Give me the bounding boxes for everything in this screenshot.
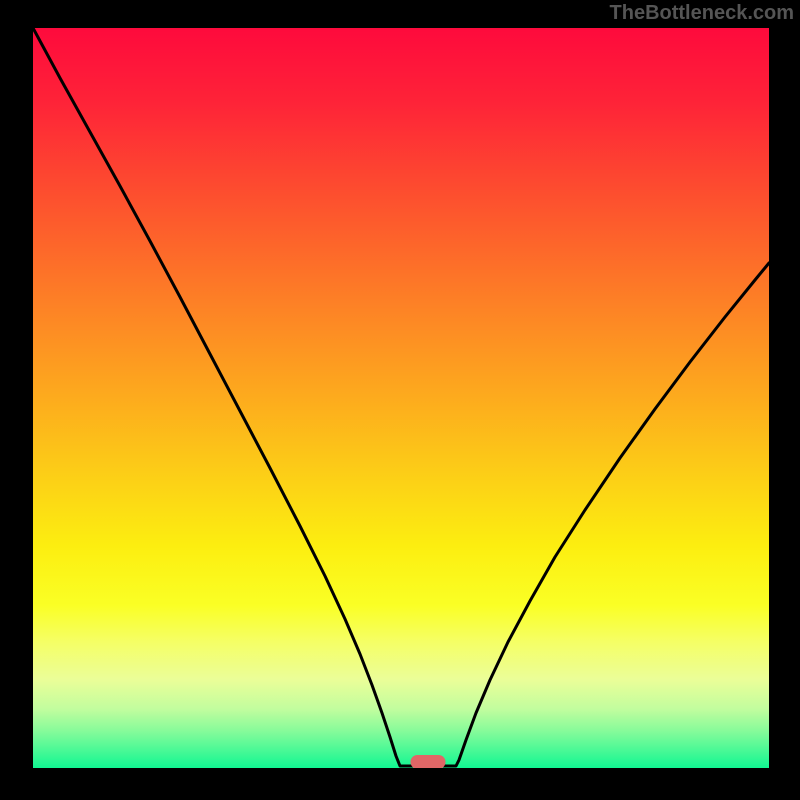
plot-frame <box>769 0 800 800</box>
plot-background <box>33 28 769 768</box>
minimum-marker <box>411 755 446 769</box>
plot-frame <box>0 0 33 800</box>
bottleneck-curve-chart <box>0 0 800 800</box>
watermark-text: TheBottleneck.com <box>610 2 794 25</box>
plot-frame <box>0 768 800 800</box>
chart-container: TheBottleneck.com <box>0 0 800 800</box>
